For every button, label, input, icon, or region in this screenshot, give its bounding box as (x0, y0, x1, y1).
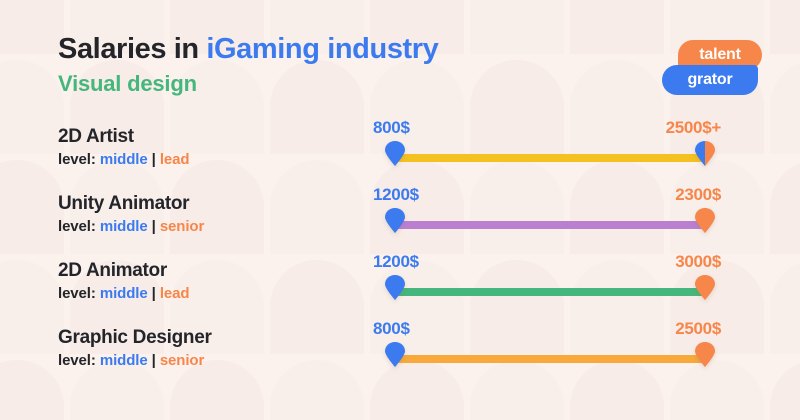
role-title: 2D Animator (58, 260, 167, 281)
logo-badge-grator: grator (662, 65, 758, 95)
level-min: middle (99, 284, 148, 302)
max-salary-label: 3000$ (675, 252, 721, 271)
min-marker-pin-icon (385, 208, 405, 233)
max-marker-pin-icon (695, 342, 715, 367)
row-labels: Unity Animator level: middle | senior (58, 193, 358, 235)
level-line: level: middle | senior (58, 352, 358, 369)
max-salary-label: 2300$ (675, 185, 721, 204)
max-salary-label: 2500$ (675, 319, 721, 338)
page-subtitle: Visual design (58, 71, 197, 97)
salary-row: Unity Animator level: middle | senior 1200… (0, 185, 800, 252)
page-title: Salaries in iGaming industry (58, 33, 678, 65)
max-marker-pin-icon (695, 208, 715, 233)
max-marker-pin-icon (695, 275, 715, 300)
row-labels: Graphic Designer level: middle | senior (58, 327, 358, 369)
page-title-plain: Salaries in (58, 33, 207, 65)
page-title-accent: iGaming industry (206, 33, 439, 65)
range-bar (395, 154, 705, 162)
level-separator: | (147, 217, 160, 235)
header: Salaries in iGaming industry Visual desi… (58, 33, 678, 97)
range-bar (395, 355, 705, 363)
salary-rows: 2D Artist level: middle | lead 800$ 2500$+ U… (0, 118, 800, 386)
range-bar (395, 288, 705, 296)
salary-range-chart: 800$ 2500$ (373, 319, 725, 386)
level-line: level: middle | senior (58, 218, 358, 235)
salary-range-chart: 1200$ 2300$ (373, 185, 725, 252)
role-title: 2D Artist (58, 126, 134, 147)
level-separator: | (147, 150, 160, 168)
level-prefix: level: (58, 217, 100, 235)
level-line: level: middle | lead (58, 285, 358, 302)
level-separator: | (147, 284, 160, 302)
min-marker-pin-icon (385, 342, 405, 367)
max-marker-pin-icon (695, 141, 715, 166)
role-title: Unity Animator (58, 193, 190, 214)
salary-range-chart: 1200$ 3000$ (373, 252, 725, 319)
salary-row: 2D Artist level: middle | lead 800$ 2500$+ (0, 118, 800, 185)
min-marker-pin-icon (385, 275, 405, 300)
level-prefix: level: (58, 150, 100, 168)
level-max: lead (159, 150, 190, 168)
min-salary-label: 1200$ (373, 185, 419, 204)
range-bar (395, 221, 705, 229)
level-min: middle (99, 217, 148, 235)
role-title: Graphic Designer (58, 327, 212, 348)
min-salary-label: 1200$ (373, 252, 419, 271)
salary-row: 2D Animator level: middle | lead 1200$ 3000… (0, 252, 800, 319)
level-line: level: middle | lead (58, 151, 358, 168)
level-max: senior (159, 217, 205, 235)
min-salary-label: 800$ (373, 319, 410, 338)
max-salary-label: 2500$+ (665, 118, 722, 137)
level-max: lead (159, 284, 190, 302)
level-prefix: level: (58, 351, 100, 369)
salary-row: Graphic Designer level: middle | senior 80… (0, 319, 800, 386)
row-labels: 2D Artist level: middle | lead (58, 126, 358, 168)
level-separator: | (147, 351, 160, 369)
level-min: middle (99, 351, 148, 369)
level-max: senior (159, 351, 205, 369)
level-min: middle (99, 150, 148, 168)
level-prefix: level: (58, 284, 100, 302)
min-marker-pin-icon (385, 141, 405, 166)
salary-range-chart: 800$ 2500$+ (373, 118, 725, 185)
min-salary-label: 800$ (373, 118, 410, 137)
row-labels: 2D Animator level: middle | lead (58, 260, 358, 302)
talentgrator-logo[interactable]: talent grator (662, 40, 767, 98)
